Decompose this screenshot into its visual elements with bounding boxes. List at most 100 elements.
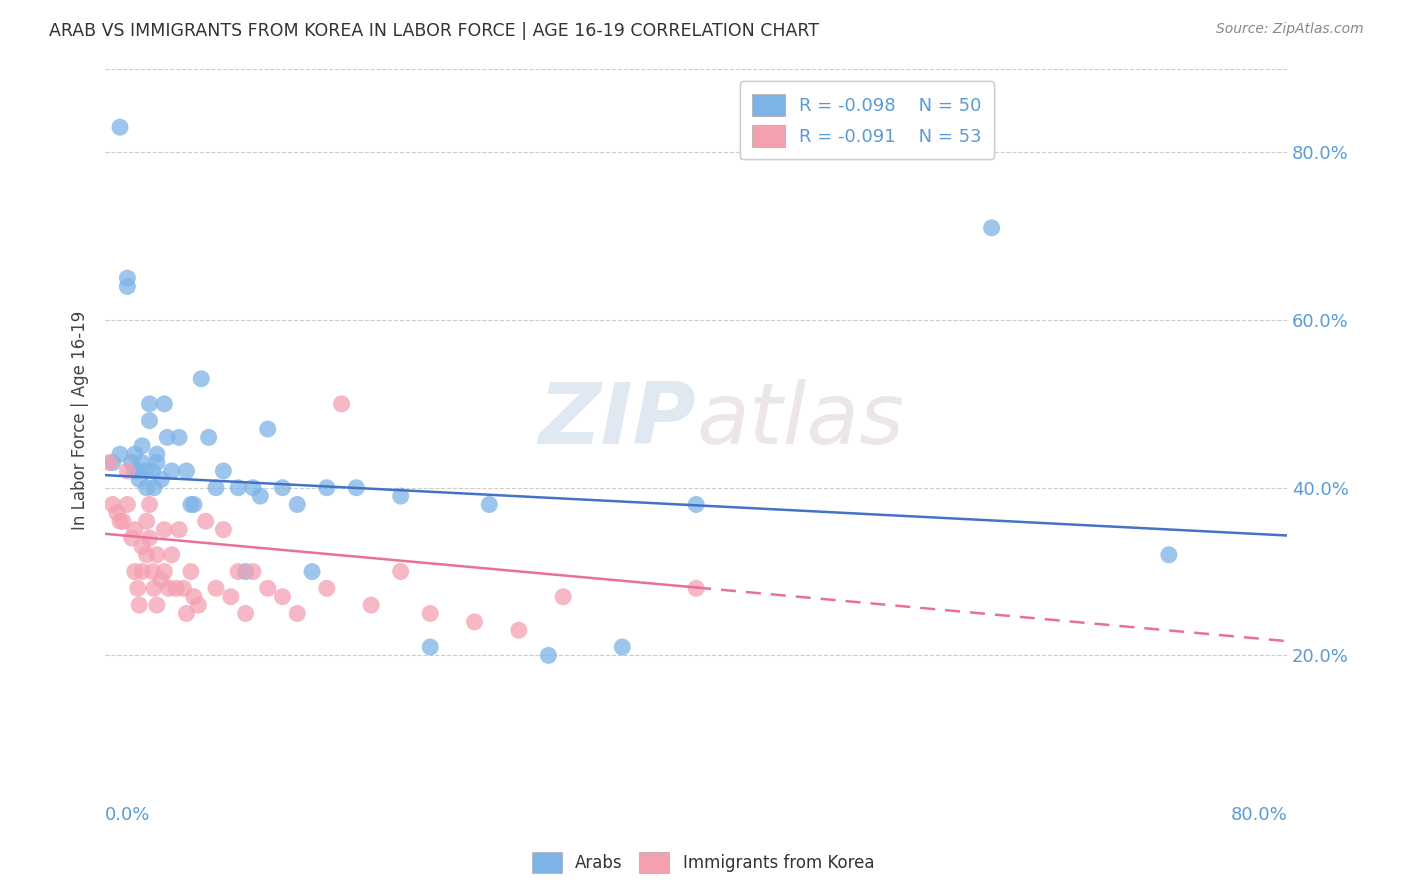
Point (124, 523, 146, 537)
Point (537, 648, 560, 663)
Point (344, 481, 367, 495)
Point (256, 582, 278, 596)
Point (219, 590, 242, 604)
Text: 80.0%: 80.0% (1230, 806, 1286, 824)
Point (419, 640, 441, 654)
Point (180, 565, 202, 579)
Point (117, 498, 139, 512)
Point (131, 456, 153, 470)
Point (128, 472, 150, 486)
Point (330, 397, 353, 411)
Point (285, 498, 308, 512)
Point (176, 464, 198, 478)
Point (173, 582, 195, 596)
Point (121, 456, 143, 470)
Point (508, 624, 530, 638)
Point (146, 598, 169, 612)
Point (212, 464, 235, 478)
Point (197, 430, 219, 444)
Point (111, 514, 134, 528)
Point (464, 615, 486, 629)
Point (389, 565, 412, 579)
Point (124, 464, 146, 478)
Text: ZIP: ZIP (538, 379, 696, 462)
Point (117, 271, 139, 285)
Point (553, 590, 575, 604)
Point (235, 607, 257, 621)
Point (143, 582, 166, 596)
Point (131, 439, 153, 453)
Point (160, 464, 183, 478)
Point (226, 481, 249, 495)
Point (980, 220, 1002, 235)
Point (138, 531, 160, 545)
Point (271, 481, 294, 495)
Legend: R = -0.098    N = 50, R = -0.091    N = 53: R = -0.098 N = 50, R = -0.091 N = 53 (740, 81, 994, 160)
Point (135, 514, 157, 528)
Text: ARAB VS IMMIGRANTS FROM KOREA IN LABOR FORCE | AGE 16-19 CORRELATION CHART: ARAB VS IMMIGRANTS FROM KOREA IN LABOR F… (49, 22, 820, 40)
Point (183, 498, 205, 512)
Point (271, 590, 294, 604)
Point (127, 582, 149, 596)
Point (226, 565, 249, 579)
Point (242, 565, 264, 579)
Y-axis label: In Labor Force | Age 16-19: In Labor Force | Age 16-19 (72, 311, 89, 530)
Point (141, 464, 163, 478)
Point (124, 447, 146, 461)
Point (143, 481, 166, 495)
Text: atlas: atlas (696, 379, 904, 462)
Point (121, 531, 143, 545)
Point (105, 506, 128, 520)
Point (187, 598, 209, 612)
Point (180, 498, 202, 512)
Point (150, 573, 173, 587)
Point (160, 548, 183, 562)
Point (108, 514, 131, 528)
Legend: Arabs, Immigrants from Korea: Arabs, Immigrants from Korea (524, 846, 882, 880)
Point (235, 565, 257, 579)
Point (131, 565, 153, 579)
Point (117, 279, 139, 293)
Point (242, 481, 264, 495)
Point (157, 582, 180, 596)
Point (249, 489, 271, 503)
Point (153, 397, 176, 411)
Point (141, 565, 163, 579)
Point (101, 498, 124, 512)
Point (146, 548, 169, 562)
Point (205, 481, 228, 495)
Point (190, 372, 212, 386)
Point (135, 548, 157, 562)
Point (685, 498, 707, 512)
Point (212, 523, 235, 537)
Text: 0.0%: 0.0% (105, 806, 150, 824)
Point (156, 430, 179, 444)
Point (167, 523, 190, 537)
Point (135, 464, 157, 478)
Point (165, 582, 187, 596)
Point (128, 598, 150, 612)
Point (101, 456, 124, 470)
Point (167, 430, 190, 444)
Point (360, 598, 382, 612)
Point (117, 464, 139, 478)
Point (1157, 548, 1180, 562)
Point (108, 447, 131, 461)
Point (612, 640, 634, 654)
Point (194, 514, 217, 528)
Point (138, 498, 160, 512)
Point (478, 498, 501, 512)
Point (146, 447, 169, 461)
Point (138, 414, 160, 428)
Point (256, 422, 278, 436)
Point (98, 456, 121, 470)
Point (138, 397, 160, 411)
Point (285, 607, 308, 621)
Point (389, 489, 412, 503)
Point (135, 481, 157, 495)
Point (176, 607, 198, 621)
Point (131, 540, 153, 554)
Point (153, 565, 176, 579)
Point (315, 582, 337, 596)
Point (108, 120, 131, 135)
